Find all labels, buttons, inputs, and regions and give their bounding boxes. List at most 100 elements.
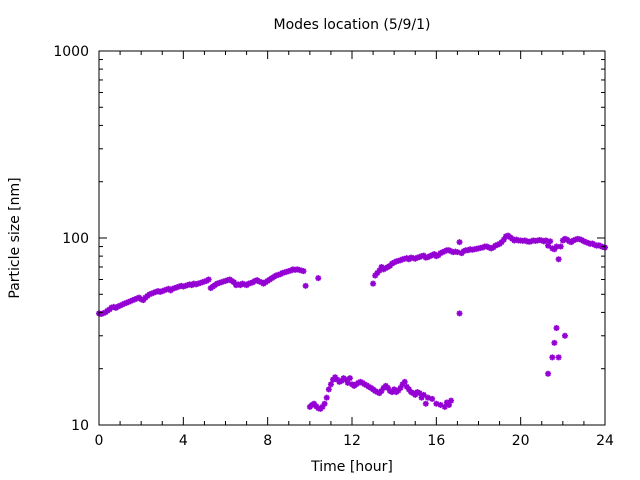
data-point — [399, 381, 406, 388]
y-axis: 10 100 1000 — [53, 44, 605, 434]
data-point — [420, 391, 427, 398]
data-point — [418, 394, 425, 401]
y-axis-label: Particle size [nm] — [7, 177, 23, 298]
data-point — [521, 237, 528, 244]
data-point — [429, 395, 436, 402]
data-point — [553, 243, 560, 250]
data-point — [131, 296, 138, 303]
data-point — [355, 379, 362, 386]
data-point — [321, 400, 328, 407]
x-tick-label: 12 — [343, 433, 361, 449]
data-point — [127, 298, 134, 305]
data-point — [319, 403, 326, 410]
data-point — [511, 237, 518, 244]
data-point — [545, 370, 552, 377]
x-axis-label: Time [hour] — [310, 459, 393, 475]
data-point — [542, 237, 549, 244]
data-point — [492, 242, 499, 249]
data-point — [561, 332, 568, 339]
data-point — [448, 397, 455, 404]
data-point — [140, 297, 147, 304]
plot-frame — [98, 50, 606, 426]
data-point — [311, 400, 318, 407]
data-point — [445, 247, 452, 254]
data-point — [566, 238, 573, 245]
data-point — [547, 238, 554, 245]
data-point — [555, 354, 562, 361]
data-point — [403, 383, 410, 390]
data-point — [553, 325, 560, 332]
x-tick-label: 16 — [427, 433, 445, 449]
data-point — [323, 394, 330, 401]
x-tick-label: 8 — [263, 433, 272, 449]
data-point — [486, 244, 493, 251]
data-point — [488, 245, 495, 252]
data-point — [561, 235, 568, 242]
data-point — [549, 245, 556, 252]
data-point — [389, 389, 396, 396]
data-point — [374, 269, 381, 276]
data-point — [372, 272, 379, 279]
data-point — [133, 295, 140, 302]
data-point — [100, 310, 107, 317]
data-point — [538, 237, 545, 244]
data-point — [591, 241, 598, 248]
data-point — [549, 354, 556, 361]
data-point — [401, 378, 408, 385]
data-point — [146, 291, 153, 298]
data-point — [498, 239, 505, 246]
data-point — [117, 302, 124, 309]
data-point — [412, 391, 419, 398]
data-point — [456, 310, 463, 317]
data-point — [422, 400, 429, 407]
data-point — [597, 243, 604, 250]
data-point — [378, 263, 385, 270]
data-point — [330, 376, 337, 383]
data-point — [572, 236, 579, 243]
data-point — [370, 280, 377, 287]
data-point — [336, 378, 343, 385]
data-point — [334, 376, 341, 383]
data-point — [424, 394, 431, 401]
data-point — [437, 250, 444, 257]
data-point — [123, 299, 130, 306]
data-point — [391, 386, 398, 393]
x-tick-label: 0 — [95, 433, 104, 449]
x-axis: 0 4 8 12 16 20 24 — [95, 51, 614, 449]
chart-title: Modes location (5/9/1) — [274, 17, 431, 33]
data-point — [205, 276, 212, 283]
data-point — [454, 249, 461, 256]
data-point — [494, 241, 501, 248]
data-point — [570, 237, 577, 244]
y-tick-label: 10 — [71, 418, 89, 434]
data-point — [110, 303, 117, 310]
data-point — [346, 375, 353, 382]
data-point — [129, 297, 136, 304]
data-point — [405, 386, 412, 393]
y-tick-label: 1000 — [53, 44, 89, 60]
data-point — [378, 387, 385, 394]
data-point — [302, 282, 309, 289]
data-point — [395, 387, 402, 394]
data-point — [138, 296, 145, 303]
data-point — [327, 381, 334, 388]
data-point — [441, 248, 448, 255]
data-point — [513, 236, 520, 243]
data-point — [338, 377, 345, 384]
data-point — [437, 401, 444, 408]
data-point — [376, 267, 383, 274]
x-tick-label: 24 — [596, 433, 614, 449]
data-point — [230, 279, 237, 286]
data-point — [397, 384, 404, 391]
data-point — [445, 401, 452, 408]
data-point — [386, 262, 393, 269]
data-point — [460, 248, 467, 255]
data-point — [576, 236, 583, 243]
data-point — [357, 378, 364, 385]
data-point — [416, 390, 423, 397]
data-point — [483, 243, 490, 250]
data-point — [585, 240, 592, 247]
data-point — [384, 384, 391, 391]
data-point — [540, 238, 547, 245]
